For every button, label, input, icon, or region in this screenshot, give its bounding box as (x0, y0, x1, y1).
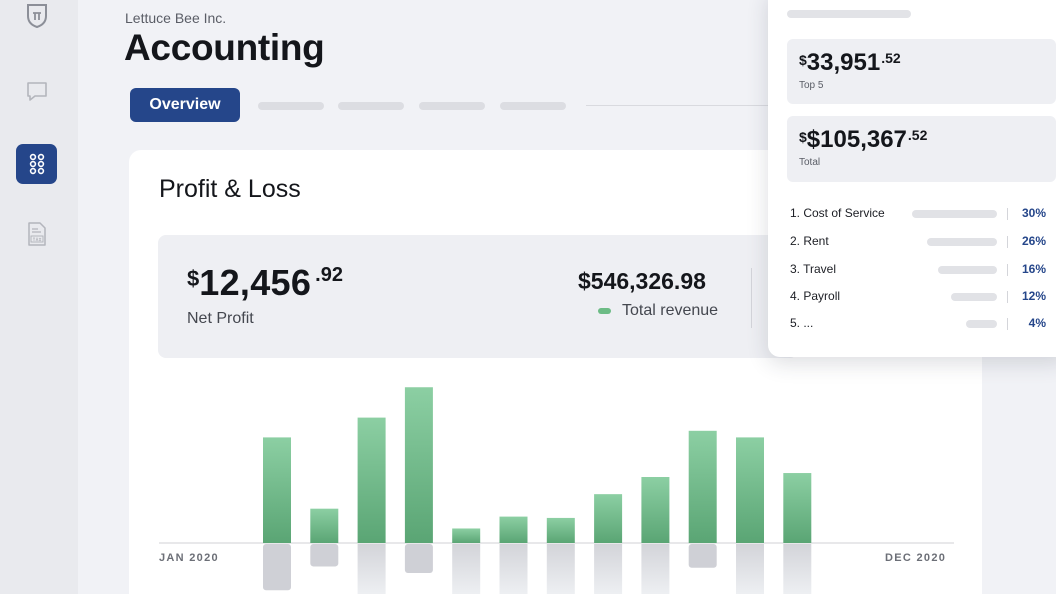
currency-symbol: $ (799, 129, 807, 145)
list-item[interactable]: 2. Rent 26% (790, 234, 1050, 250)
expense-label: 4. Payroll (790, 289, 841, 303)
shield-pi-icon[interactable] (16, 0, 57, 36)
chat-bubble-icon[interactable] (16, 72, 57, 112)
top5-stat: $33,951.52 Top 5 (787, 39, 1056, 104)
summary-panel (158, 235, 798, 358)
expense-separator (1007, 318, 1008, 330)
tab-placeholder[interactable] (258, 102, 324, 110)
net-profit-amount: 12,456 (199, 262, 312, 303)
tab-placeholder[interactable] (338, 102, 404, 110)
card-title: Profit & Loss (159, 175, 301, 203)
list-item[interactable]: 3. Travel 16% (790, 262, 1050, 278)
expense-label: 3. Travel (790, 262, 837, 276)
net-profit-label: Net Profit (187, 310, 254, 327)
currency-symbol: $ (187, 266, 200, 291)
expense-label: 5. ... (790, 316, 814, 330)
total-revenue-value: $546,326.98 (578, 268, 706, 294)
sidebar (0, 0, 78, 594)
top5-value: $33,951.52 (799, 49, 901, 77)
expense-percent: 4% (1028, 316, 1046, 330)
expense-separator (1007, 208, 1008, 220)
grid-icon[interactable] (16, 144, 57, 184)
expense-bar (912, 210, 997, 218)
x-axis-end-label: DEC 2020 (885, 552, 947, 564)
tab-divider (586, 105, 776, 106)
net-profit-value: $12,456.92 (187, 262, 343, 304)
list-item[interactable]: 5. ... 4% (790, 316, 1050, 332)
expense-label: 1. Cost of Service (790, 206, 885, 220)
tab-placeholder[interactable] (419, 102, 485, 110)
expense-separator (1007, 236, 1008, 248)
expense-percent: 16% (1021, 262, 1046, 276)
top5-cents: .52 (881, 50, 901, 66)
company-name: Lettuce Bee Inc. (125, 10, 227, 26)
total-value: $$105,367.52 (799, 126, 927, 154)
top5-label: Top 5 (799, 80, 824, 91)
expense-percent: 30% (1021, 206, 1046, 220)
tax-document-icon[interactable] (16, 214, 57, 254)
expense-bar (951, 293, 997, 301)
x-axis-start-label: JAN 2020 (159, 552, 219, 564)
currency-symbol: $ (799, 52, 807, 68)
list-item[interactable]: 4. Payroll 12% (790, 289, 1050, 305)
tab-placeholder[interactable] (500, 102, 566, 110)
expense-bar (938, 266, 997, 274)
top5-amount: 33,951 (806, 49, 881, 76)
expense-bar (966, 320, 997, 328)
page-title: Accounting (124, 27, 325, 68)
total-stat: $$105,367.52 Total (787, 116, 1056, 182)
expense-bar (927, 238, 997, 246)
expense-label: 2. Rent (790, 234, 829, 248)
expense-percent: 12% (1021, 289, 1046, 303)
total-amount: $105,367 (806, 126, 907, 153)
list-item[interactable]: 1. Cost of Service 30% (790, 206, 1050, 222)
tab-overview[interactable]: Overview (130, 88, 240, 122)
total-label: Total (799, 157, 821, 168)
expense-separator (1007, 291, 1008, 303)
expense-percent: 26% (1021, 234, 1046, 248)
legend-swatch (598, 308, 611, 314)
total-revenue-legend: Total revenue (598, 302, 718, 320)
summary-divider (751, 268, 752, 328)
expense-separator (1007, 264, 1008, 276)
total-revenue-label: Total revenue (622, 302, 719, 319)
total-cents: .52 (907, 127, 928, 143)
net-profit-cents: .92 (315, 264, 343, 286)
panel-header-placeholder (787, 10, 911, 18)
